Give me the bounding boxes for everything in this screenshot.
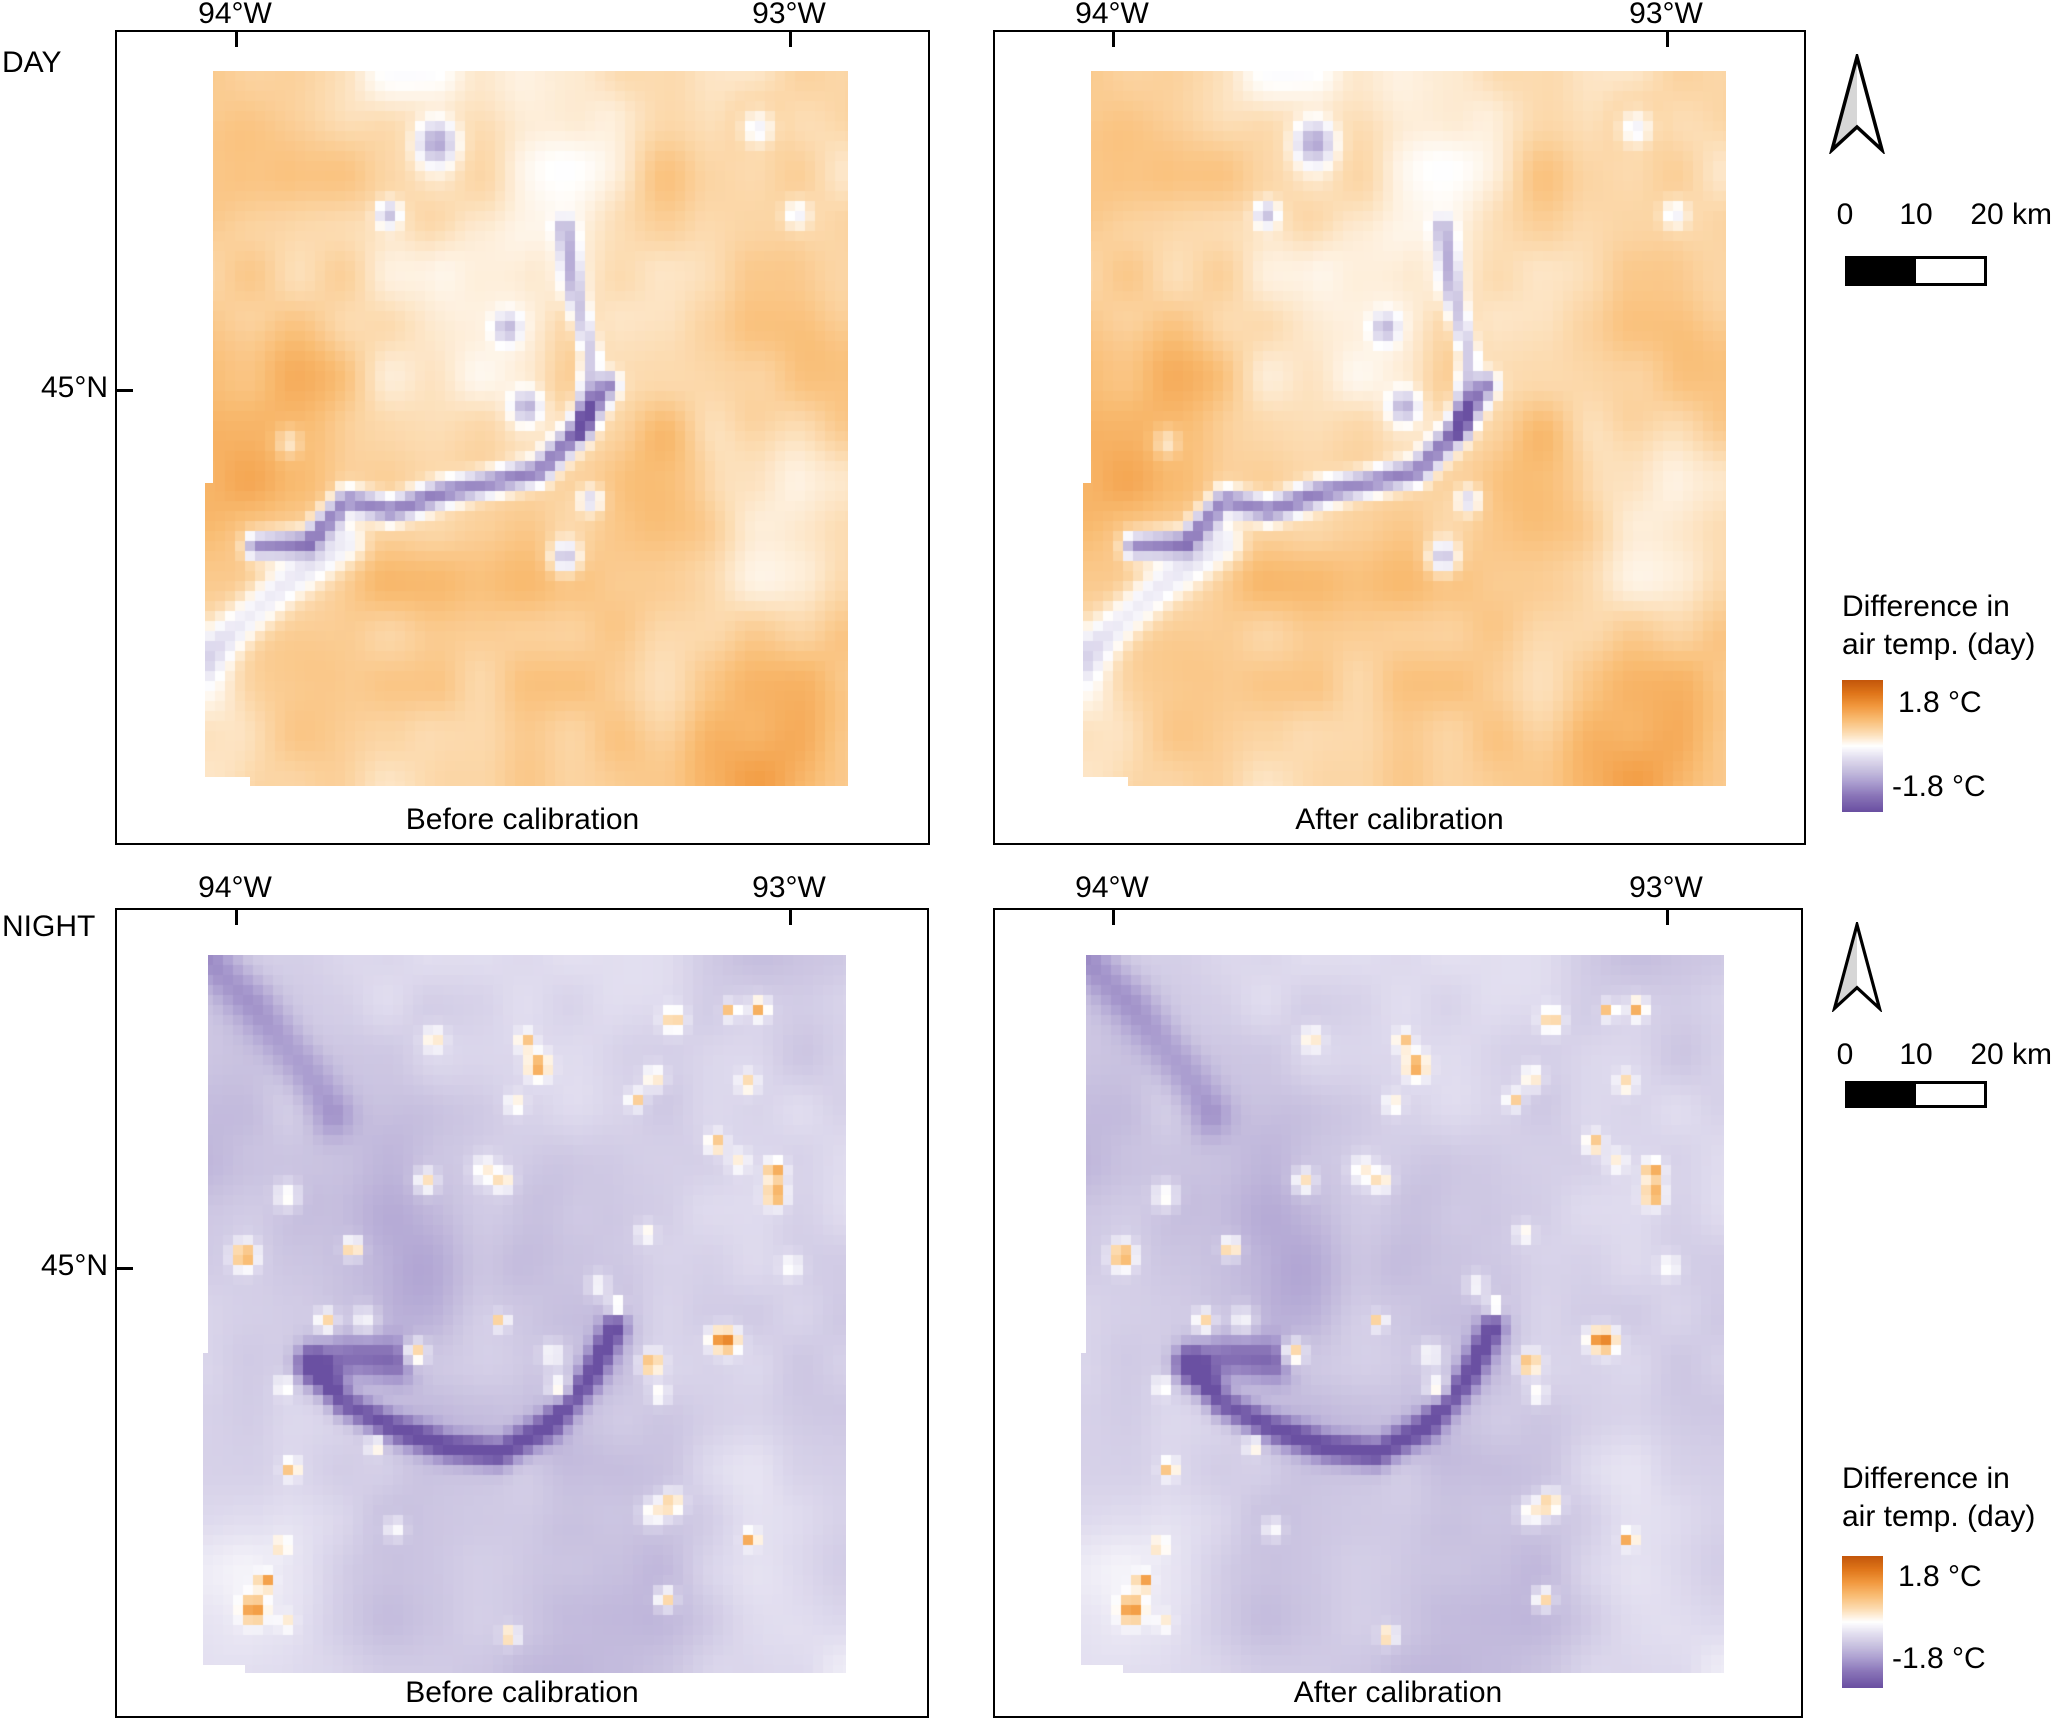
lon-label: 93°W: [752, 0, 826, 30]
scalebar-label-10: 10: [1899, 1038, 1933, 1071]
lat-tick: [117, 1267, 133, 1270]
day-after-map-raster: [1083, 71, 1726, 786]
lon-tick: [789, 910, 792, 925]
lon-label: 93°W: [1629, 0, 1703, 30]
legend-colorbar: [1842, 680, 1883, 812]
panel-caption: After calibration: [1295, 803, 1504, 836]
panel-caption: Before calibration: [405, 803, 640, 836]
panel-caption: Before calibration: [405, 1676, 639, 1709]
lat-label: 45°N: [40, 1249, 108, 1282]
legend-colorbar: [1842, 1556, 1883, 1688]
map-panel-day-before: Before calibration: [115, 30, 930, 845]
legend-max-label: 1.8 °C: [1898, 1560, 1982, 1593]
map-panel-night-after: After calibration: [993, 908, 1803, 1718]
legend-min-label: -1.8 °C: [1892, 770, 1986, 803]
lon-tick: [1666, 32, 1669, 47]
lon-label: 94°W: [1075, 0, 1149, 30]
scalebar: [1845, 1081, 1987, 1108]
legend-max-label: 1.8 °C: [1898, 686, 1982, 719]
lon-tick: [235, 32, 238, 47]
scalebar-unit: km: [2012, 198, 2052, 231]
lon-tick: [1112, 910, 1115, 925]
row-label-night: NIGHT: [2, 910, 96, 943]
lat-label: 45°N: [40, 371, 108, 404]
legend-title-line1: Difference in: [1842, 590, 2010, 623]
legend-title-line1: Difference in: [1842, 1462, 2010, 1495]
lon-label: 93°W: [752, 871, 826, 904]
scalebar: [1845, 256, 1987, 286]
row-label-day: DAY: [2, 46, 62, 79]
night-before-map-raster: [203, 955, 846, 1673]
lon-tick: [235, 910, 238, 925]
lon-label: 94°W: [1075, 871, 1149, 904]
scalebar-label-20: 20: [1970, 198, 2004, 231]
night-after-map-raster: [1081, 955, 1724, 1673]
scalebar-unit: km: [2012, 1038, 2052, 1071]
scalebar-filled-half: [1848, 1084, 1916, 1105]
north-arrow-icon: [1829, 54, 1885, 154]
scalebar-label-0: 0: [1836, 198, 1854, 231]
scalebar-label-10: 10: [1899, 198, 1933, 231]
lon-label: 94°W: [198, 871, 272, 904]
legend-min-label: -1.8 °C: [1892, 1642, 1986, 1675]
scalebar-filled-half: [1848, 259, 1916, 283]
scalebar-label-20: 20: [1970, 1038, 2004, 1071]
day-before-map-raster: [205, 71, 848, 786]
lon-tick: [1112, 32, 1115, 47]
lat-tick: [117, 389, 133, 392]
legend-title-line2: air temp. (day): [1842, 628, 2036, 661]
lon-label: 94°W: [198, 0, 272, 30]
map-panel-day-after: After calibration: [993, 30, 1806, 845]
legend-title-line2: air temp. (day): [1842, 1500, 2036, 1533]
lon-tick: [1666, 910, 1669, 925]
panel-caption: After calibration: [1293, 1676, 1503, 1709]
north-arrow-icon: [1831, 922, 1883, 1012]
lon-tick: [789, 32, 792, 47]
lon-label: 93°W: [1629, 871, 1703, 904]
scalebar-label-0: 0: [1836, 1038, 1854, 1071]
map-panel-night-before: Before calibration: [115, 908, 929, 1718]
